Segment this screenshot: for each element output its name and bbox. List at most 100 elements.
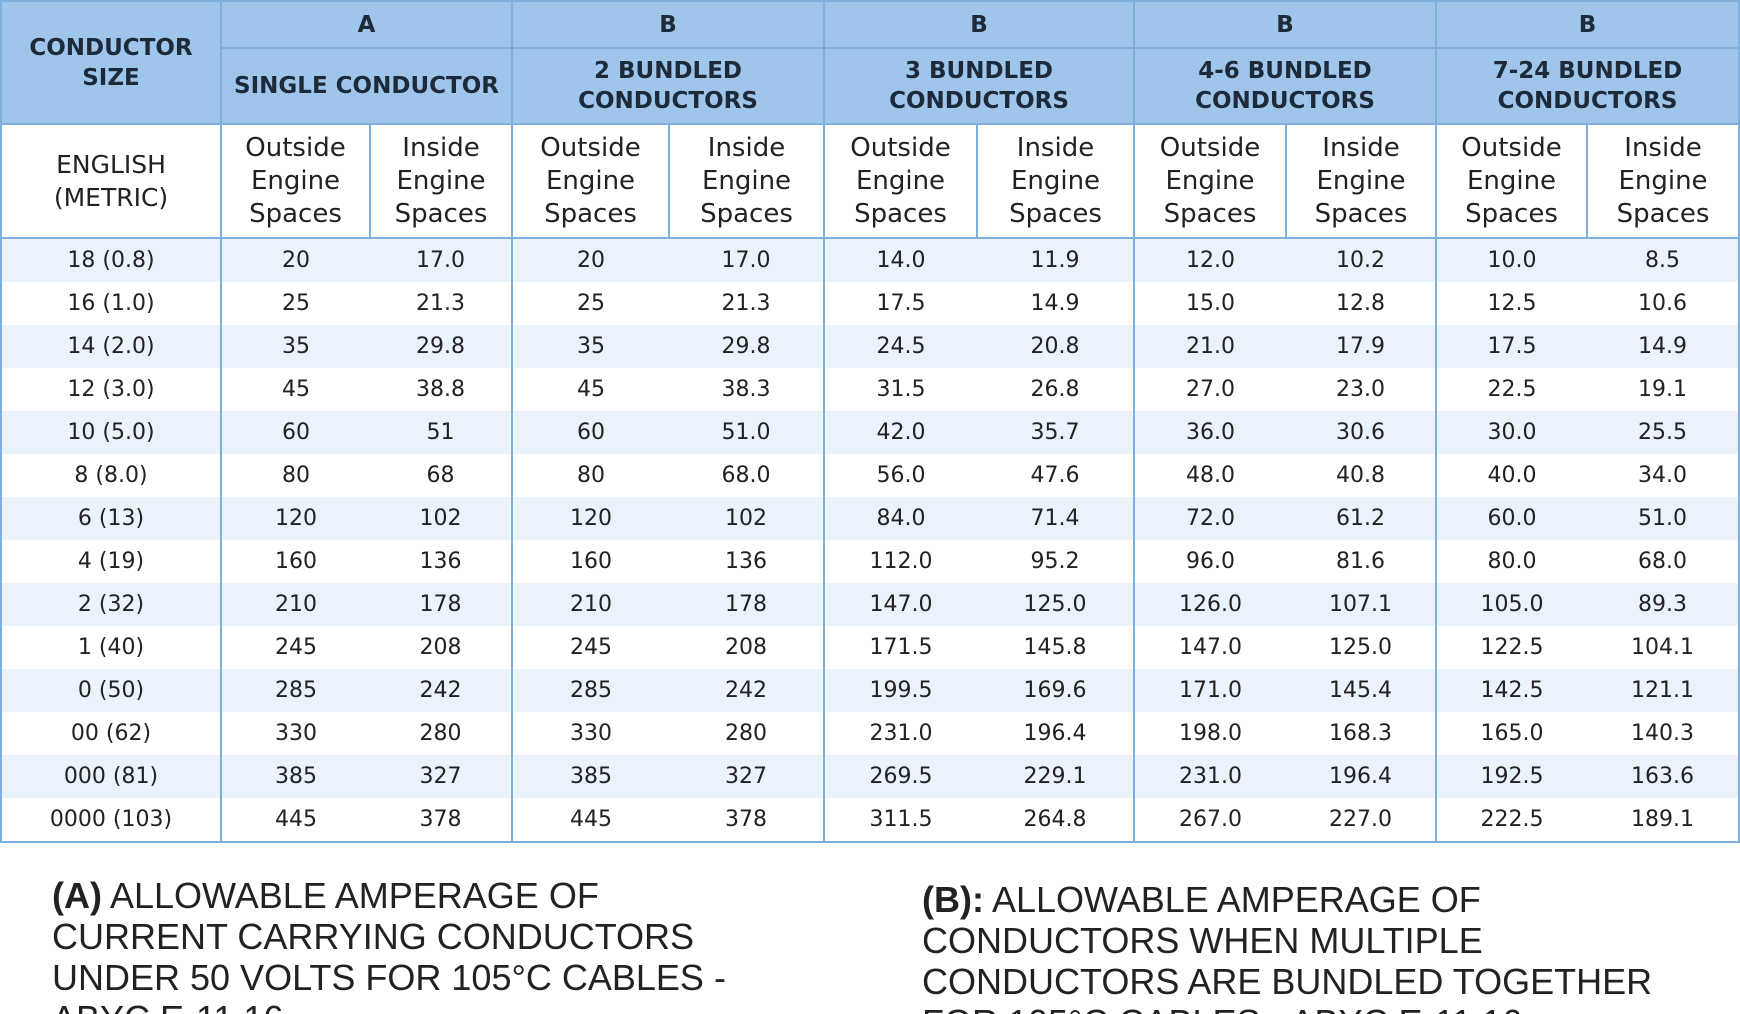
column-label: Outside Engine Spaces: [1133, 123, 1287, 239]
column-label: Outside Engine Spaces: [1435, 123, 1588, 239]
data-row: 00 (62) 330 280 330 280 231.0 196.4 198.0 168.3 1…: [1, 712, 1740, 755]
amp-cell: 51.0: [1587, 497, 1740, 540]
amp-cell: 80.0: [1487, 549, 1537, 574]
column-label: Outside Engine Spaces: [511, 123, 670, 239]
amp-cell: 385: [221, 755, 370, 798]
amp-cell: 231.0: [1134, 755, 1286, 798]
size-cell: 10 (5.0): [1, 411, 222, 454]
amp-cell: 242: [370, 669, 513, 712]
amp-cell: 171.5: [869, 635, 933, 660]
amp-cell: 60: [221, 411, 370, 454]
amp-cell: 17.5: [876, 291, 926, 316]
amp-cell: 17.5: [1436, 325, 1587, 368]
amp-cell: 242: [669, 669, 825, 712]
amp-cell: 165.0: [1480, 721, 1544, 746]
corner-header: CONDUCTOR SIZE: [0, 0, 222, 125]
amp-cell: 378: [370, 798, 513, 842]
amp-cell: 192.5: [1436, 755, 1587, 798]
caption-text: ALLOWABLE AMPERAGE OF CONDUCTORS WHEN MU…: [922, 879, 1653, 1014]
amp-cell: 24.5: [824, 325, 977, 368]
amp-cell: 26.8: [977, 368, 1135, 411]
amp-cell: 222.5: [1480, 807, 1544, 832]
table-head: CONDUCTOR SIZE A B B B B SINGLE CONDUCTOR 2 BUN…: [0, 0, 1740, 239]
amp-cell: 35: [512, 325, 669, 368]
amp-cell: 102: [370, 497, 513, 540]
amp-cell: 120: [512, 497, 669, 540]
data-row: 0000 (103) 445 378 445 378 311.5 264.8 267.0 227…: [1, 798, 1740, 842]
group-letter: B: [1435, 0, 1740, 49]
amp-cell: 311.5: [869, 807, 933, 832]
amp-cell: 89.3: [1587, 583, 1740, 626]
data-row: 18 (0.8) 20 17.0 20 17.0 14.0 11.9 12.0 10.2 10.0…: [1, 238, 1740, 282]
amp-cell: 68.0: [669, 454, 825, 497]
amp-cell: 12.5: [1487, 291, 1537, 316]
amp-cell: 231.0: [869, 721, 933, 746]
amp-cell: 30.6: [1286, 411, 1437, 454]
size-cell: 0 (50): [1, 669, 222, 712]
caption-a: (A) ALLOWABLE AMPERAGE OF CURRENT CARRYI…: [52, 875, 752, 1014]
amp-cell: 227.0: [1286, 798, 1437, 842]
amp-cell: 10.2: [1286, 238, 1437, 282]
amp-cell: 445: [275, 807, 317, 832]
amp-cell: 71.4: [977, 497, 1135, 540]
amp-cell: 140.3: [1587, 712, 1740, 755]
amp-cell: 178: [669, 583, 825, 626]
amp-cell: 327: [370, 755, 513, 798]
amp-cell: 208: [669, 626, 825, 669]
amp-cell: 60: [512, 411, 669, 454]
amp-cell: 10.0: [1436, 238, 1587, 282]
amp-cell: 42.0: [824, 411, 977, 454]
amp-cell: 20.8: [977, 325, 1135, 368]
data-row: 4 (19) 160 136 160 136 112.0 95.2 96.0 81.6 80.0 6…: [1, 540, 1740, 583]
ampacity-table: CONDUCTOR SIZE A B B B B SINGLE CONDUCTOR 2 BUN…: [0, 0, 1740, 843]
group-label: 3 BUNDLED CONDUCTORS: [823, 47, 1135, 125]
size-cell: 16 (1.0): [1, 282, 222, 325]
amp-cell: 229.1: [977, 755, 1135, 798]
size-cell: 2 (32): [1, 583, 222, 626]
column-label: Inside Engine Spaces: [976, 123, 1135, 239]
data-row: 1 (40) 245 208 245 208 171.5 145.8 147.0 125.0 12…: [1, 626, 1740, 669]
group-label: 7-24 BUNDLED CONDUCTORS: [1435, 47, 1740, 125]
amp-cell: 96.0: [1186, 549, 1235, 574]
amp-cell: 280: [669, 712, 825, 755]
amp-cell: 14.0: [824, 238, 977, 282]
table-body: 18 (0.8) 20 17.0 20 17.0 14.0 11.9 12.0 10.2 10.0…: [1, 238, 1740, 842]
size-cell: 8 (8.0): [1, 454, 222, 497]
amp-cell: 17.0: [370, 238, 513, 282]
amp-cell: 38.8: [370, 368, 513, 411]
amp-cell: 80: [577, 463, 605, 488]
amp-cell: 210: [221, 583, 370, 626]
group-label: 2 BUNDLED CONDUCTORS: [511, 47, 825, 125]
data-row: 16 (1.0) 25 21.3 25 21.3 17.5 14.9 15.0 12.8 12.5…: [1, 282, 1740, 325]
amp-cell: 147.0: [1179, 635, 1242, 660]
amp-cell: 29.8: [669, 325, 825, 368]
amp-cell: 12.0: [1134, 238, 1286, 282]
amp-cell: 25: [577, 291, 605, 316]
column-label: Outside Engine Spaces: [823, 123, 978, 239]
amp-cell: 385: [512, 755, 669, 798]
group-letter: B: [511, 0, 825, 49]
header-row: CONDUCTOR SIZE A B B B B: [0, 0, 1740, 125]
amp-cell: 102: [669, 497, 825, 540]
amp-cell: 107.1: [1286, 583, 1437, 626]
size-cell: 00 (62): [1, 712, 222, 755]
caption-label: (A): [52, 875, 102, 916]
data-row: 8 (8.0) 80 68 80 68.0 56.0 47.6 48.0 40.8 40.0 34.…: [1, 454, 1740, 497]
amp-cell: 126.0: [1134, 583, 1286, 626]
amp-cell: 280: [370, 712, 513, 755]
amp-cell: 17.9: [1286, 325, 1437, 368]
caption-b: (B): ALLOWABLE AMPERAGE OF CONDUCTORS WH…: [922, 879, 1712, 1014]
amp-cell: 38.3: [669, 368, 825, 411]
amp-cell: 163.6: [1587, 755, 1740, 798]
data-row: 12 (3.0) 45 38.8 45 38.3 31.5 26.8 27.0 23.0 22.5…: [1, 368, 1740, 411]
amp-cell: 21.0: [1134, 325, 1286, 368]
amp-cell: 269.5: [824, 755, 977, 798]
amp-cell: 327: [669, 755, 825, 798]
amp-cell: 95.2: [977, 540, 1135, 583]
amp-cell: 104.1: [1587, 626, 1740, 669]
amp-cell: 199.5: [824, 669, 977, 712]
amp-cell: 25: [282, 291, 310, 316]
group-label: 4-6 BUNDLED CONDUCTORS: [1133, 47, 1437, 125]
amp-cell: 27.0: [1186, 377, 1235, 402]
amp-cell: 264.8: [977, 798, 1135, 842]
